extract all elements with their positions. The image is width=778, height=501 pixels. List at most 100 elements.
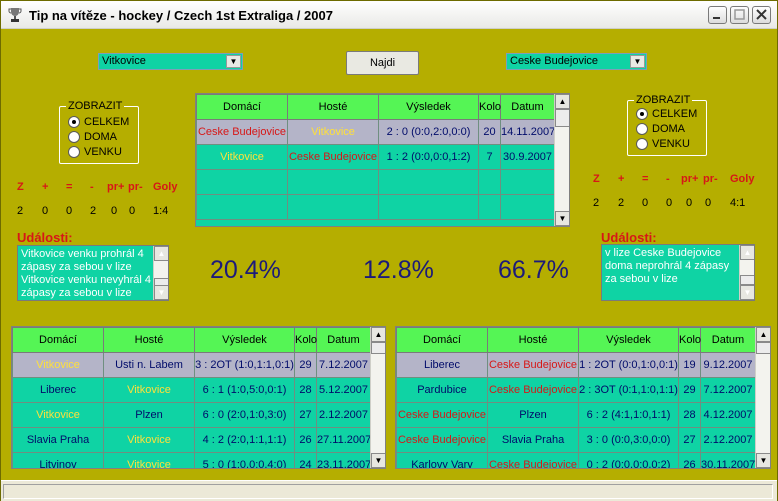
away-recent-grid[interactable]: Domácí Hosté Výsledek Kolo Datum Liberec… [395,326,771,469]
table-cell-result: 3 : 0 (0:0,3:0,0:0) [578,427,679,453]
table-cell-home: Vitkovice [12,352,104,378]
home-win-percent: 20.4% [210,256,281,284]
table-row[interactable]: Litvinov Vitkovice 5 : 0 (1:0,0:0,4:0) 24 23… [12,452,371,468]
stat-value: 0 [111,205,118,217]
scroll-down-icon[interactable]: ▼ [555,211,569,226]
table-row[interactable]: Vitkovice Plzen 6 : 0 (2:0,1:0,3:0) 27 2.12.… [12,402,371,428]
radio-icon [68,146,80,158]
column-header[interactable]: Výsledek [194,327,295,353]
left-events-box[interactable]: Vitkovice venku prohrál 4 zápasy za sebo… [17,245,169,301]
stat-header: Z [593,173,600,185]
column-header[interactable]: Datum [700,327,756,353]
table-cell-away: Slavia Praha [487,427,579,453]
home-recent-grid[interactable]: Domácí Hosté Výsledek Kolo Datum Vitkovi… [11,326,386,469]
right-events-text: v lize Ceske Budejovice doma neprohrál 4… [605,247,730,285]
column-header[interactable]: Datum [500,94,555,120]
column-header[interactable]: Výsledek [578,327,679,353]
empty-row [196,169,555,195]
empty-cell [287,169,379,195]
table-cell-date: 7.12.2007 [700,377,756,403]
column-header[interactable]: Domácí [396,327,488,353]
table-cell-away: Ceske Budejovice [287,144,379,170]
table-row[interactable]: Ceske Budejovice Vitkovice 2 : 0 (0:0,2:0,… [196,119,555,145]
left-radio-doma[interactable]: DOMA [68,131,117,143]
table-cell-away: Vitkovice [103,452,195,468]
column-header[interactable]: Kolo [678,327,701,353]
h2h-scrollbar[interactable]: ▲ ▼ [554,94,569,226]
right-events-box[interactable]: v lize Ceske Budejovice doma neprohrál 4… [601,244,755,301]
scroll-up-icon[interactable]: ▲ [154,246,168,261]
stat-value: 0 [129,205,136,217]
left-group-label: ZOBRAZIT [66,100,125,112]
stat-value: 0 [66,205,73,217]
table-cell-home: Litvinov [12,452,104,468]
table-row[interactable]: Pardubice Ceske Budejovice 2 : 3OT (0:1,1:… [396,377,756,403]
scroll-down-icon[interactable]: ▼ [154,285,168,300]
column-header[interactable]: Kolo [478,94,501,120]
scroll-thumb[interactable] [740,275,754,285]
left-radio-venku[interactable]: VENKU [68,146,122,158]
table-row[interactable]: Ceske Budejovice Plzen 6 : 2 (4:1,1:0,1:1)… [396,402,756,428]
column-header[interactable]: Výsledek [378,94,479,120]
close-button[interactable] [752,6,771,24]
scroll-up-icon[interactable]: ▲ [756,327,770,342]
right-radio-doma[interactable]: DOMA [636,123,685,135]
maximize-button[interactable] [730,6,749,24]
scroll-down-icon[interactable]: ▼ [371,453,385,468]
column-header[interactable]: Domácí [12,327,104,353]
scroll-down-icon[interactable]: ▼ [756,453,770,468]
column-header[interactable]: Kolo [294,327,317,353]
scroll-up-icon[interactable]: ▲ [555,94,569,109]
column-header[interactable]: Hosté [103,327,195,353]
table-cell-away: Ceske Budejovice [487,452,579,468]
chevron-down-icon[interactable]: ▼ [630,55,645,68]
scroll-up-icon[interactable]: ▲ [740,245,754,260]
stat-value: 2 [90,205,97,217]
stat-header: - [666,173,670,185]
stat-value: 2 [17,205,24,217]
radio-icon [636,123,648,135]
stat-value: 0 [666,197,673,209]
column-header[interactable]: Hosté [287,94,379,120]
empty-cell [500,194,555,220]
table-cell-result: 5 : 0 (1:0,0:0,4:0) [194,452,295,468]
scroll-up-icon[interactable]: ▲ [371,327,385,342]
table-cell-round: 29 [294,352,317,378]
away-team-select[interactable]: Ceske Budejovice ▼ [506,53,647,70]
column-header[interactable]: Domácí [196,94,288,120]
left-events-scrollbar[interactable]: ▲ ▼ [153,246,168,300]
stat-value: 4:1 [730,197,746,209]
right-radio-celkem[interactable]: CELKEM [636,108,697,120]
home-recent-scrollbar[interactable]: ▲ ▼ [370,327,385,468]
table-row[interactable]: Vitkovice Ceske Budejovice 1 : 2 (0:0,0:0,… [196,144,555,170]
table-row[interactable]: Ceske Budejovice Slavia Praha 3 : 0 (0:0,3… [396,427,756,453]
scroll-down-icon[interactable]: ▼ [740,285,754,300]
scroll-thumb[interactable] [756,342,770,354]
home-team-select[interactable]: Vitkovice ▼ [98,53,243,70]
scroll-thumb[interactable] [371,342,385,354]
table-row[interactable]: Liberec Vitkovice 6 : 1 (1:0,5:0,0:1) 28 5.1… [12,377,371,403]
close-icon [756,9,767,20]
table-cell-result: 6 : 2 (4:1,1:0,1:1) [578,402,679,428]
table-row[interactable]: Liberec Ceske Budejovice 1 : 2OT (0:0,1:0,… [396,352,756,378]
table-row[interactable]: Vitkovice Usti n. Labem 3 : 2OT (1:0,1:1,0… [12,352,371,378]
column-header[interactable]: Hosté [487,327,579,353]
table-cell-date: 23.11.2007 [316,452,371,468]
stat-header: pr- [703,173,718,185]
maximize-icon [734,9,745,20]
h2h-grid[interactable]: Domácí Hosté Výsledek Kolo Datum Ceske B… [195,93,570,227]
minimize-button[interactable] [708,6,727,24]
table-row[interactable]: Karlovy Vary Ceske Budejovice 0 : 2 (0:0,0… [396,452,756,468]
column-header[interactable]: Datum [316,327,371,353]
scroll-thumb[interactable] [555,109,569,127]
table-cell-date: 30.11.2007 [700,452,756,468]
right-events-scrollbar[interactable]: ▲ ▼ [739,245,754,300]
left-radio-celkem[interactable]: CELKEM [68,116,129,128]
find-button[interactable]: Najdi [346,51,419,75]
table-row[interactable]: Slavia Praha Vitkovice 4 : 2 (2:0,1:1,1:1)… [12,427,371,453]
table-cell-result: 6 : 1 (1:0,5:0,0:1) [194,377,295,403]
table-cell-away: Vitkovice [103,377,195,403]
away-recent-scrollbar[interactable]: ▲ ▼ [755,327,770,468]
chevron-down-icon[interactable]: ▼ [226,55,241,68]
right-radio-venku[interactable]: VENKU [636,138,690,150]
